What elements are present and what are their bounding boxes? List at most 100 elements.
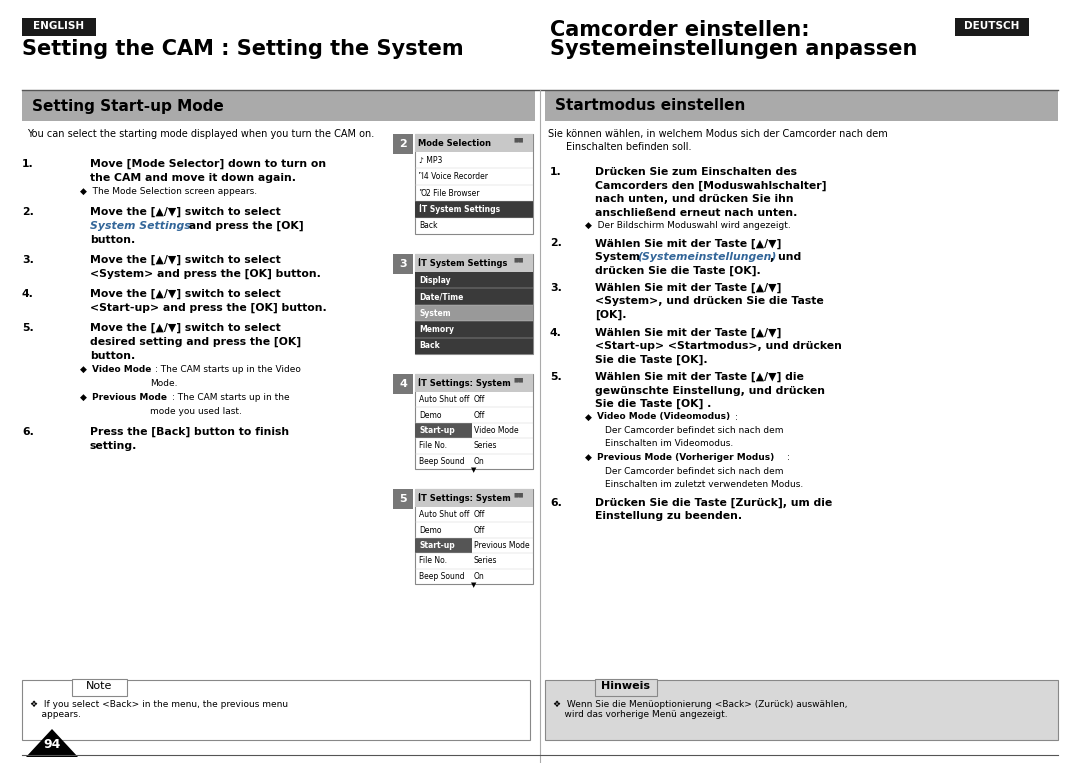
Text: , und: , und xyxy=(770,252,801,262)
Text: anschließend erneut nach unten.: anschließend erneut nach unten. xyxy=(595,208,797,217)
Text: Video Mode (Videomodus): Video Mode (Videomodus) xyxy=(597,413,730,421)
Text: Date/Time: Date/Time xyxy=(419,292,463,301)
Text: Off: Off xyxy=(474,410,485,420)
Text: Setting the CAM : Setting the System: Setting the CAM : Setting the System xyxy=(22,39,463,59)
Bar xyxy=(72,679,127,696)
Text: : The CAM starts up in the: : The CAM starts up in the xyxy=(172,393,289,402)
Text: Off: Off xyxy=(474,510,485,519)
Text: ♪ MP3: ♪ MP3 xyxy=(419,156,443,165)
Text: System Settings: System Settings xyxy=(90,221,191,231)
Text: Sie die Taste [OK] .: Sie die Taste [OK] . xyxy=(595,399,712,409)
Text: ▼: ▼ xyxy=(471,582,476,588)
Bar xyxy=(545,680,1058,740)
Text: :: : xyxy=(787,453,789,462)
Text: ◆: ◆ xyxy=(80,393,90,402)
Text: :: : xyxy=(735,413,738,421)
Text: DEUTSCH: DEUTSCH xyxy=(964,21,1020,31)
Text: Startmodus einstellen: Startmodus einstellen xyxy=(555,98,745,114)
Text: You can select the starting mode displayed when you turn the CAM on.: You can select the starting mode display… xyxy=(27,129,375,139)
Text: 5.: 5. xyxy=(22,323,33,333)
Text: Auto Shut off: Auto Shut off xyxy=(419,395,470,404)
Text: Ἲ4 Voice Recorder: Ἲ4 Voice Recorder xyxy=(419,172,488,181)
Text: ■■: ■■ xyxy=(513,137,524,142)
Bar xyxy=(415,201,534,217)
Text: setting.: setting. xyxy=(90,441,137,451)
Bar xyxy=(545,91,1058,121)
Bar xyxy=(955,18,1029,36)
Text: Sie die Taste [OK].: Sie die Taste [OK]. xyxy=(595,355,707,365)
Text: File No.: File No. xyxy=(419,556,447,565)
Text: ❖  Wenn Sie die Menüoptionierung <Back> (Zurück) auswählen,
    wird das vorheri: ❖ Wenn Sie die Menüoptionierung <Back> (… xyxy=(553,700,848,720)
Text: On: On xyxy=(474,457,485,465)
Bar xyxy=(415,134,534,152)
Bar xyxy=(393,489,413,509)
Bar xyxy=(393,254,413,274)
Bar xyxy=(415,374,534,392)
Text: Wählen Sie mit der Taste [▲/▼]: Wählen Sie mit der Taste [▲/▼] xyxy=(595,283,781,293)
Text: : The CAM starts up in the Video: : The CAM starts up in the Video xyxy=(156,365,301,374)
Text: ❖  If you select <Back> in the menu, the previous menu
    appears.: ❖ If you select <Back> in the menu, the … xyxy=(30,700,288,720)
Text: Wählen Sie mit der Taste [▲/▼] die: Wählen Sie mit der Taste [▲/▼] die xyxy=(595,372,804,382)
Bar xyxy=(415,337,534,354)
Text: 4.: 4. xyxy=(22,289,33,299)
Text: 2.: 2. xyxy=(550,239,562,249)
Text: Demo: Demo xyxy=(419,526,442,535)
Text: Mode Selection: Mode Selection xyxy=(418,139,491,147)
Text: Sie können wählen, in welchem Modus sich der Camcorder nach dem: Sie können wählen, in welchem Modus sich… xyxy=(548,129,888,139)
Text: 4: 4 xyxy=(400,379,407,389)
Text: ENGLISH: ENGLISH xyxy=(33,21,84,31)
Text: 3: 3 xyxy=(400,259,407,269)
Text: 3.: 3. xyxy=(22,255,33,265)
Text: Beep Sound: Beep Sound xyxy=(419,457,464,465)
Text: Move [Mode Selector] down to turn on: Move [Mode Selector] down to turn on xyxy=(90,159,326,169)
Text: <Start-up> <Startmodus>, und drücken: <Start-up> <Startmodus>, und drücken xyxy=(595,341,842,351)
Text: ■■: ■■ xyxy=(513,257,524,262)
Text: Back: Back xyxy=(419,341,440,350)
Text: File No.: File No. xyxy=(419,442,447,450)
Bar xyxy=(415,288,534,304)
Text: Back: Back xyxy=(419,221,437,230)
Bar xyxy=(393,134,413,154)
Text: İT System Settings: İT System Settings xyxy=(419,204,500,214)
Text: button.: button. xyxy=(90,235,135,245)
Text: Systemeinstellungen anpassen: Systemeinstellungen anpassen xyxy=(550,39,917,59)
Text: ◆  The Mode Selection screen appears.: ◆ The Mode Selection screen appears. xyxy=(80,187,257,196)
Text: Drücken Sie zum Einschalten des: Drücken Sie zum Einschalten des xyxy=(595,167,797,177)
Text: ◆: ◆ xyxy=(585,453,595,462)
Text: <System> and press the [OK] button.: <System> and press the [OK] button. xyxy=(90,269,321,279)
Text: Series: Series xyxy=(474,442,498,450)
Bar xyxy=(415,304,534,321)
Text: Auto Shut off: Auto Shut off xyxy=(419,510,470,519)
Text: Einstellung zu beenden.: Einstellung zu beenden. xyxy=(595,511,742,521)
Polygon shape xyxy=(26,729,78,757)
Text: <System>, und drücken Sie die Taste: <System>, und drücken Sie die Taste xyxy=(595,297,824,307)
Text: Hinweis: Hinweis xyxy=(602,681,650,691)
Text: Wählen Sie mit der Taste [▲/▼]: Wählen Sie mit der Taste [▲/▼] xyxy=(595,327,781,338)
Text: ◆  Der Bildschirm Moduswahl wird angezeigt.: ◆ Der Bildschirm Moduswahl wird angezeig… xyxy=(585,221,791,230)
Text: Einschalten befinden soll.: Einschalten befinden soll. xyxy=(566,142,691,152)
Text: 5: 5 xyxy=(400,494,407,504)
Text: Wählen Sie mit der Taste [▲/▼]: Wählen Sie mit der Taste [▲/▼] xyxy=(595,239,781,249)
Bar xyxy=(393,374,413,394)
Text: [OK].: [OK]. xyxy=(595,310,626,320)
Bar xyxy=(415,489,534,507)
Text: 1.: 1. xyxy=(550,167,562,177)
Text: Camcorders den [Moduswahlschalter]: Camcorders den [Moduswahlschalter] xyxy=(595,181,826,191)
Text: mode you used last.: mode you used last. xyxy=(150,407,242,416)
Text: desired setting and press the [OK]: desired setting and press the [OK] xyxy=(90,337,301,347)
Text: ◆: ◆ xyxy=(585,413,595,421)
Text: Beep Sound: Beep Sound xyxy=(419,571,464,581)
Bar xyxy=(22,91,535,121)
Bar xyxy=(415,321,534,337)
Text: Off: Off xyxy=(474,395,485,404)
Text: Previous Mode: Previous Mode xyxy=(474,541,529,550)
Text: Start-up: Start-up xyxy=(419,426,455,435)
Text: Ὄ2 File Browser: Ὄ2 File Browser xyxy=(419,188,480,198)
Text: <Start-up> and press the [OK] button.: <Start-up> and press the [OK] button. xyxy=(90,303,327,314)
Text: 3.: 3. xyxy=(550,283,562,293)
Bar xyxy=(415,374,534,469)
Text: ▼: ▼ xyxy=(471,467,476,473)
Text: Camcorder einstellen:: Camcorder einstellen: xyxy=(550,20,810,40)
Text: nach unten, und drücken Sie ihn: nach unten, und drücken Sie ihn xyxy=(595,194,794,204)
Text: Display: Display xyxy=(419,275,450,285)
